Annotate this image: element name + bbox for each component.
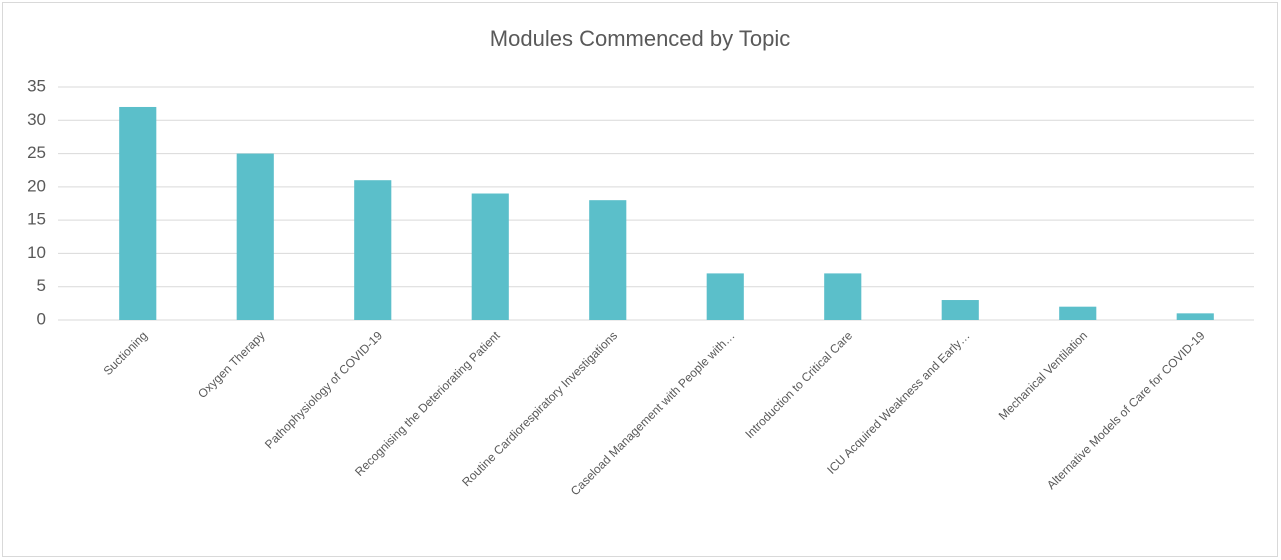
y-tick-label: 15 xyxy=(27,210,46,229)
bar xyxy=(706,273,744,320)
bar xyxy=(119,106,157,320)
bar xyxy=(1059,306,1097,320)
y-tick-label: 25 xyxy=(27,143,46,162)
chart-title: Modules Commenced by Topic xyxy=(490,26,790,51)
bar xyxy=(824,273,862,320)
bar xyxy=(236,153,274,320)
bar xyxy=(589,200,627,320)
y-tick-label: 20 xyxy=(27,176,46,195)
y-tick-label: 0 xyxy=(37,309,46,328)
bar xyxy=(941,300,979,320)
bar xyxy=(1176,313,1214,320)
y-tick-label: 10 xyxy=(27,243,46,262)
y-tick-label: 5 xyxy=(37,276,46,295)
y-tick-label: 30 xyxy=(27,110,46,129)
y-tick-label: 35 xyxy=(27,76,46,95)
bar xyxy=(471,193,509,320)
bar xyxy=(354,180,392,320)
